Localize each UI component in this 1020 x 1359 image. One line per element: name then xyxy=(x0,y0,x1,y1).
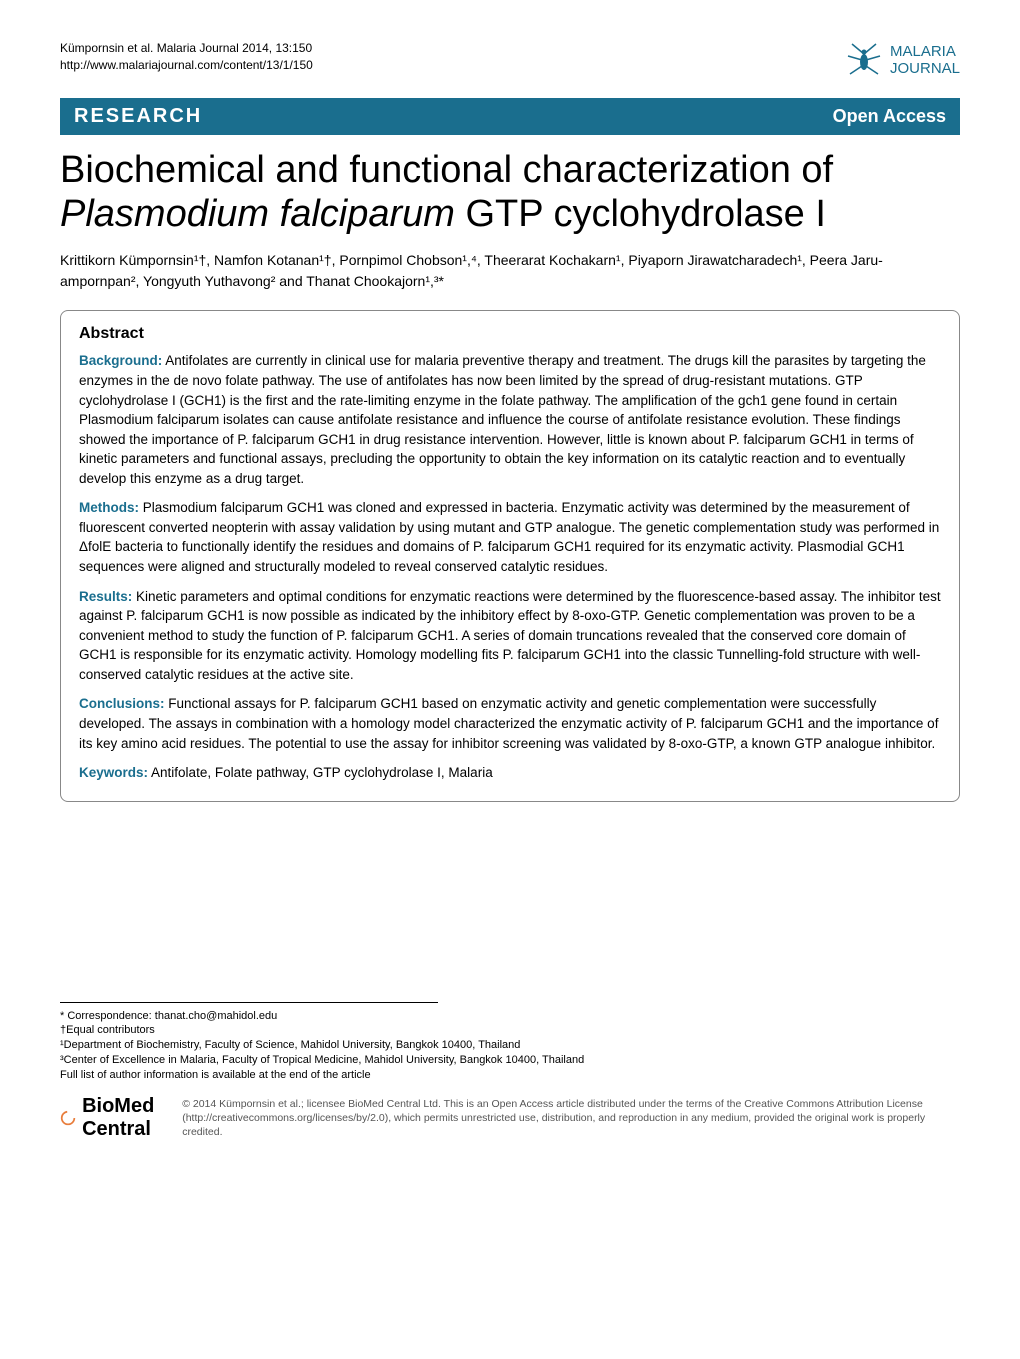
abstract-heading: Abstract xyxy=(79,325,941,343)
conclusions-text: Functional assays for P. falciparum GCH1… xyxy=(79,696,938,750)
citation-line-2: http://www.malariajournal.com/content/13… xyxy=(60,57,313,74)
journal-name: MALARIA JOURNAL xyxy=(890,43,960,78)
background-label: Background: xyxy=(79,353,162,368)
affiliation-3: ³Center of Excellence in Malaria, Facult… xyxy=(60,1053,960,1068)
license-text: © 2014 Kümpornsin et al.; licensee BioMe… xyxy=(182,1097,960,1140)
footer-rule xyxy=(60,1002,438,1003)
article-type: RESEARCH xyxy=(74,105,202,128)
journal-name-line-2: JOURNAL xyxy=(890,60,960,77)
journal-name-line-1: MALARIA xyxy=(890,43,960,60)
title-part-2: GTP cyclohydrolase I xyxy=(455,193,826,235)
open-access-label: Open Access xyxy=(833,106,946,127)
citation-line-1: Kümpornsin et al. Malaria Journal 2014, … xyxy=(60,40,313,57)
journal-logo: MALARIA JOURNAL xyxy=(844,40,960,80)
correspondence-block: * Correspondence: thanat.cho@mahidol.edu… xyxy=(60,1009,960,1083)
methods-text: Plasmodium falciparum GCH1 was cloned an… xyxy=(79,500,939,574)
keywords-text: Antifolate, Folate pathway, GTP cyclohyd… xyxy=(148,765,493,780)
abstract-background: Background: Antifolates are currently in… xyxy=(79,351,941,488)
keywords-label: Keywords: xyxy=(79,765,148,780)
abstract-methods: Methods: Plasmodium falciparum GCH1 was … xyxy=(79,498,941,576)
results-label: Results: xyxy=(79,589,132,604)
article-type-banner: RESEARCH Open Access xyxy=(60,98,960,135)
methods-label: Methods: xyxy=(79,500,139,515)
title-italic: Plasmodium falciparum xyxy=(60,193,455,235)
author-info-note: Full list of author information is avail… xyxy=(60,1068,960,1083)
license-row: BioMed Central © 2014 Kümpornsin et al.;… xyxy=(60,1095,960,1141)
abstract-keywords: Keywords: Antifolate, Folate pathway, GT… xyxy=(79,763,941,783)
abstract-box: Abstract Background: Antifolates are cur… xyxy=(60,310,960,801)
biomed-central-logo: BioMed Central xyxy=(60,1095,166,1141)
equal-contributors: †Equal contributors xyxy=(60,1023,960,1038)
affiliation-1: ¹Department of Biochemistry, Faculty of … xyxy=(60,1038,960,1053)
author-list: Krittikorn Kümpornsin¹†, Namfon Kotanan¹… xyxy=(60,250,960,292)
page-header: Kümpornsin et al. Malaria Journal 2014, … xyxy=(60,40,960,80)
abstract-conclusions: Conclusions: Functional assays for P. fa… xyxy=(79,694,941,753)
citation-block: Kümpornsin et al. Malaria Journal 2014, … xyxy=(60,40,313,74)
article-title: Biochemical and functional characterizat… xyxy=(60,149,960,236)
background-text: Antifolates are currently in clinical us… xyxy=(79,353,926,485)
bmc-brand-text: BioMed Central xyxy=(82,1095,166,1141)
conclusions-label: Conclusions: xyxy=(79,696,165,711)
abstract-results: Results: Kinetic parameters and optimal … xyxy=(79,587,941,685)
mosquito-icon xyxy=(844,40,884,80)
bmc-icon xyxy=(60,1104,76,1132)
results-text: Kinetic parameters and optimal condition… xyxy=(79,589,941,682)
correspondence-email: * Correspondence: thanat.cho@mahidol.edu xyxy=(60,1009,960,1024)
title-part-1: Biochemical and functional characterizat… xyxy=(60,149,833,191)
